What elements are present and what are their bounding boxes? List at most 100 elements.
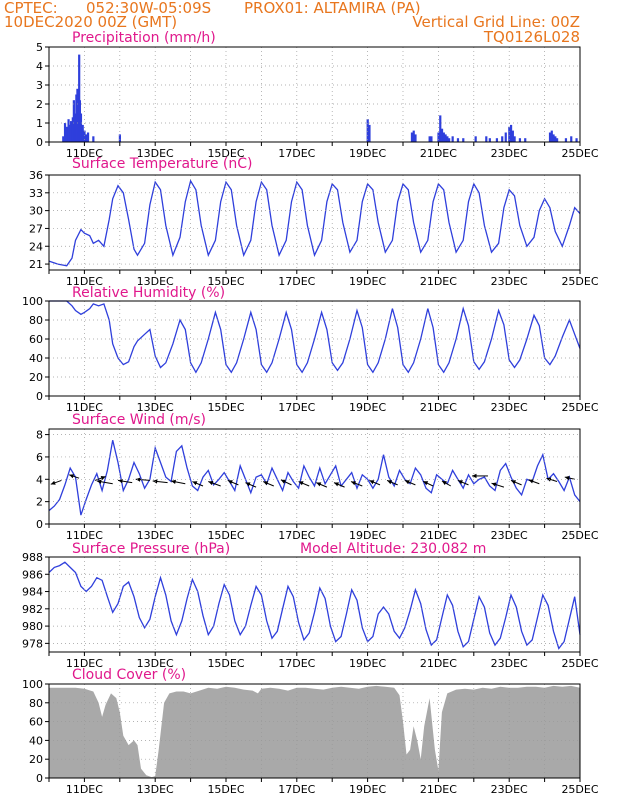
precip-xtick-label: 11DEC — [66, 147, 103, 160]
temp-xtick-label: 19DEC — [349, 275, 386, 288]
rh-frame — [48, 300, 581, 397]
wind-frame — [48, 428, 581, 525]
precip-xtick-label: 19DEC — [349, 147, 386, 160]
wind-xtick-label: 23DEC — [491, 529, 528, 542]
precip-xtick-label: 13DEC — [137, 147, 174, 160]
precip-bar — [513, 136, 516, 142]
wind-arrow-head — [227, 480, 233, 485]
wind-line — [48, 440, 581, 516]
precip-frame — [48, 46, 581, 143]
pressure-title: Surface Pressure (hPa) — [72, 541, 230, 557]
pres-ytick-label: 984 — [22, 586, 43, 599]
wind-ytick-label: 0 — [36, 518, 43, 531]
wind-arrow-head — [564, 475, 570, 481]
precip-bar — [550, 130, 553, 142]
precip-bar — [92, 136, 95, 142]
cloud-xtick-label: 23DEC — [491, 783, 528, 796]
pres-xtick-label: 23DEC — [491, 657, 528, 670]
precip-xtick-label: 23DEC — [491, 147, 528, 160]
precip-ytick-label: 1 — [36, 117, 43, 130]
wind-xtick-label: 15DEC — [207, 529, 244, 542]
precip-bar — [456, 138, 460, 142]
cloud-ytick-label: 60 — [29, 716, 43, 729]
temp-frame — [48, 174, 581, 271]
precip-bar — [83, 130, 86, 142]
wind-arrow-head — [50, 480, 56, 485]
pres-xtick-label: 25DEC — [561, 657, 598, 670]
precip-bar — [63, 123, 67, 142]
temp-ytick-label: 21 — [29, 258, 43, 271]
wind-xtick-label: 13DEC — [137, 529, 174, 542]
precip-bar — [501, 136, 504, 142]
pres-xtick-label: 11DEC — [66, 657, 103, 670]
cloud-xtick-label: 17DEC — [278, 783, 315, 796]
header-prefix: CPTEC: — [4, 0, 58, 17]
header-run-id: TQ0126L028 — [483, 28, 580, 46]
temp-xtick-label: 23DEC — [491, 275, 528, 288]
temp-xtick-label: 25DEC — [561, 275, 598, 288]
precip-bar — [65, 126, 68, 142]
cloud-ytick-label: 80 — [29, 697, 43, 710]
temp-xtick-label: 11DEC — [66, 275, 103, 288]
precip-bar — [504, 132, 507, 142]
wind-ytick-label: 2 — [36, 496, 43, 509]
rh-xtick-label: 21DEC — [420, 401, 457, 414]
precip-bar — [444, 134, 447, 142]
precip-bar — [437, 132, 440, 142]
precip-bar — [440, 128, 444, 142]
wind-title: Surface Wind (m/s) — [72, 412, 206, 428]
temp-xtick-label: 13DEC — [137, 275, 174, 288]
pres-xtick-label: 17DEC — [278, 657, 315, 670]
wind-arrow-head — [280, 479, 286, 484]
temp-title: Surface Temperature (nC) — [72, 156, 253, 172]
precip-bar — [79, 113, 83, 142]
wind-arrow-head — [192, 481, 198, 486]
wind-xtick-label: 17DEC — [278, 529, 315, 542]
precip-title: Precipitation (mm/h) — [72, 30, 216, 46]
precip-ytick-label: 2 — [36, 98, 43, 111]
rh-xtick-label: 19DEC — [349, 401, 386, 414]
rh-ytick-label: 20 — [29, 371, 43, 384]
precip-bar — [81, 124, 84, 142]
precip-bar — [474, 136, 477, 142]
pres-ytick-label: 986 — [22, 568, 43, 581]
precip-bar — [86, 132, 90, 142]
precip-bar — [85, 134, 88, 142]
pres-xtick-label: 15DEC — [207, 657, 244, 670]
cloud-xtick-label: 15DEC — [207, 783, 244, 796]
cloud-area — [49, 685, 580, 778]
rh-title: Relative Humidity (%) — [72, 285, 225, 301]
pres-xtick-label: 19DEC — [349, 657, 386, 670]
cloud-xtick-label: 13DEC — [137, 783, 174, 796]
rh-panel: 0 20 40 60 80 100 11DEC 13DEC 15DEC 17DEC 19DEC 21D… — [22, 295, 599, 414]
wind-arrow-head — [387, 480, 393, 485]
cloud-ytick-label: 40 — [29, 734, 43, 747]
pres-ytick-label: 978 — [22, 637, 43, 650]
cloud-ytick-label: 0 — [36, 772, 43, 785]
rh-ytick-label: 60 — [29, 333, 43, 346]
precip-bar — [67, 119, 70, 142]
precip-ytick-label: 4 — [36, 60, 43, 73]
rh-xtick-label: 11DEC — [66, 401, 103, 414]
precip-bar — [564, 138, 568, 142]
wind-arrow-head — [441, 481, 447, 486]
rh-xtick-label: 25DEC — [561, 401, 598, 414]
precip-xtick-label: 25DEC — [561, 147, 598, 160]
precip-bar — [524, 138, 527, 142]
precip-bar — [72, 100, 75, 142]
temp-ytick-label: 30 — [29, 205, 43, 218]
precip-bar — [485, 136, 488, 142]
wind-xtick-label: 21DEC — [420, 529, 457, 542]
precip-bar — [462, 138, 465, 142]
pres-xtick-label: 21DEC — [420, 657, 457, 670]
precip-bar — [518, 138, 522, 142]
wind-xtick-label: 11DEC — [66, 529, 103, 542]
temp-ytick-label: 27 — [29, 222, 43, 235]
wind-arrow-head — [404, 480, 410, 485]
temp-ytick-label: 36 — [29, 169, 43, 182]
cloud-xtick-label: 25DEC — [561, 783, 598, 796]
wind-arrow-head — [118, 479, 123, 484]
rh-ytick-label: 40 — [29, 352, 43, 365]
precip-bar — [118, 134, 121, 142]
